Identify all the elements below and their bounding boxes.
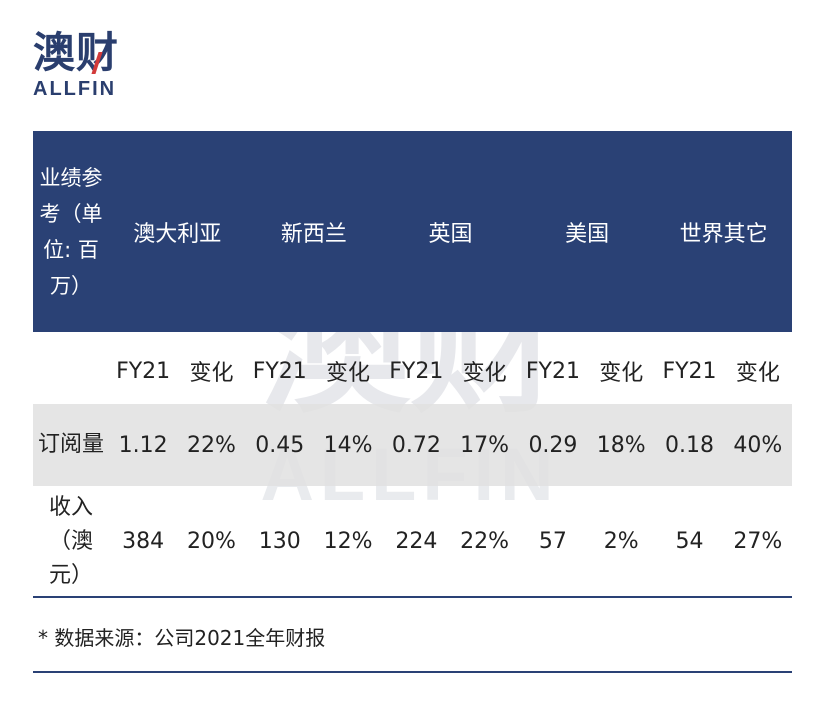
table-cell: 40%: [733, 432, 783, 458]
subheader-cell: FY21: [252, 358, 307, 384]
logo-english-text: ALLFIN: [33, 78, 117, 100]
subheader-spacer: [33, 332, 109, 404]
table-cell: 224: [395, 529, 438, 554]
logo-chinese-text: 澳财: [33, 28, 120, 77]
region-header: 澳大利亚: [133, 221, 222, 247]
table-cell: 14%: [323, 432, 373, 458]
subheader-cell: FY21: [525, 358, 580, 384]
corner-header: 业绩参考（单位: 百万）: [39, 165, 103, 298]
footnote-divider: [33, 671, 792, 673]
table-row-subscriptions: 订阅量 1.12 22% 0.45 14% 0.72 17% 0.29 18% …: [33, 404, 792, 486]
table-cell: 20%: [186, 529, 236, 554]
allfin-logo: 澳财 ALLFIN: [33, 28, 133, 101]
subheader-cell: FY21: [116, 358, 171, 384]
subheader-cell: 变化: [735, 361, 780, 386]
region-header: 新西兰: [280, 221, 347, 247]
region-header: 美国: [565, 221, 610, 247]
table-cell: 18%: [596, 432, 646, 458]
footnote-source: * 数据来源：公司2021全年财报: [38, 626, 326, 650]
table-cell: 0.18: [665, 432, 715, 458]
table-subheader-row: FY21 变化 FY21 变化 FY21 变化 FY21 变化 FY21 变化: [33, 332, 792, 404]
subheader-cell: 变化: [462, 361, 507, 386]
subheader-cell: 变化: [326, 361, 371, 386]
table-bottom-divider: [33, 596, 792, 598]
table-header-row: 业绩参考（单位: 百万） 澳大利亚 新西兰 英国 美国 世界其它: [33, 131, 792, 332]
table-row-revenue: 收入（澳元） 384 20% 130 12% 224 22% 57 2% 54 …: [33, 486, 792, 597]
performance-table: 业绩参考（单位: 百万） 澳大利亚 新西兰 英国 美国 世界其它 FY21 变化…: [33, 131, 792, 597]
table-cell: 2%: [603, 529, 639, 554]
table-cell: 384: [122, 529, 165, 554]
table-cell: 22%: [186, 432, 236, 458]
table-cell: 0.45: [255, 432, 305, 458]
subheader-cell: 变化: [599, 361, 644, 386]
table-cell: 54: [675, 529, 704, 554]
table-cell: 0.29: [528, 432, 578, 458]
table-cell: 17%: [460, 432, 510, 458]
subheader-cell: 变化: [189, 361, 234, 386]
table-cell: 1.12: [118, 432, 168, 458]
row-label: 订阅量: [37, 432, 104, 457]
subheader-cell: FY21: [662, 358, 717, 384]
table-cell: 0.72: [391, 432, 441, 458]
table-cell: 22%: [460, 529, 510, 554]
row-label: 收入（澳元）: [48, 494, 93, 588]
region-header: 英国: [428, 221, 473, 247]
table-cell: 27%: [733, 529, 783, 554]
table-cell: 130: [258, 529, 301, 554]
table-cell: 12%: [323, 529, 373, 554]
region-header: 世界其它: [679, 221, 768, 247]
subheader-cell: FY21: [389, 358, 444, 384]
table-cell: 57: [538, 529, 567, 554]
